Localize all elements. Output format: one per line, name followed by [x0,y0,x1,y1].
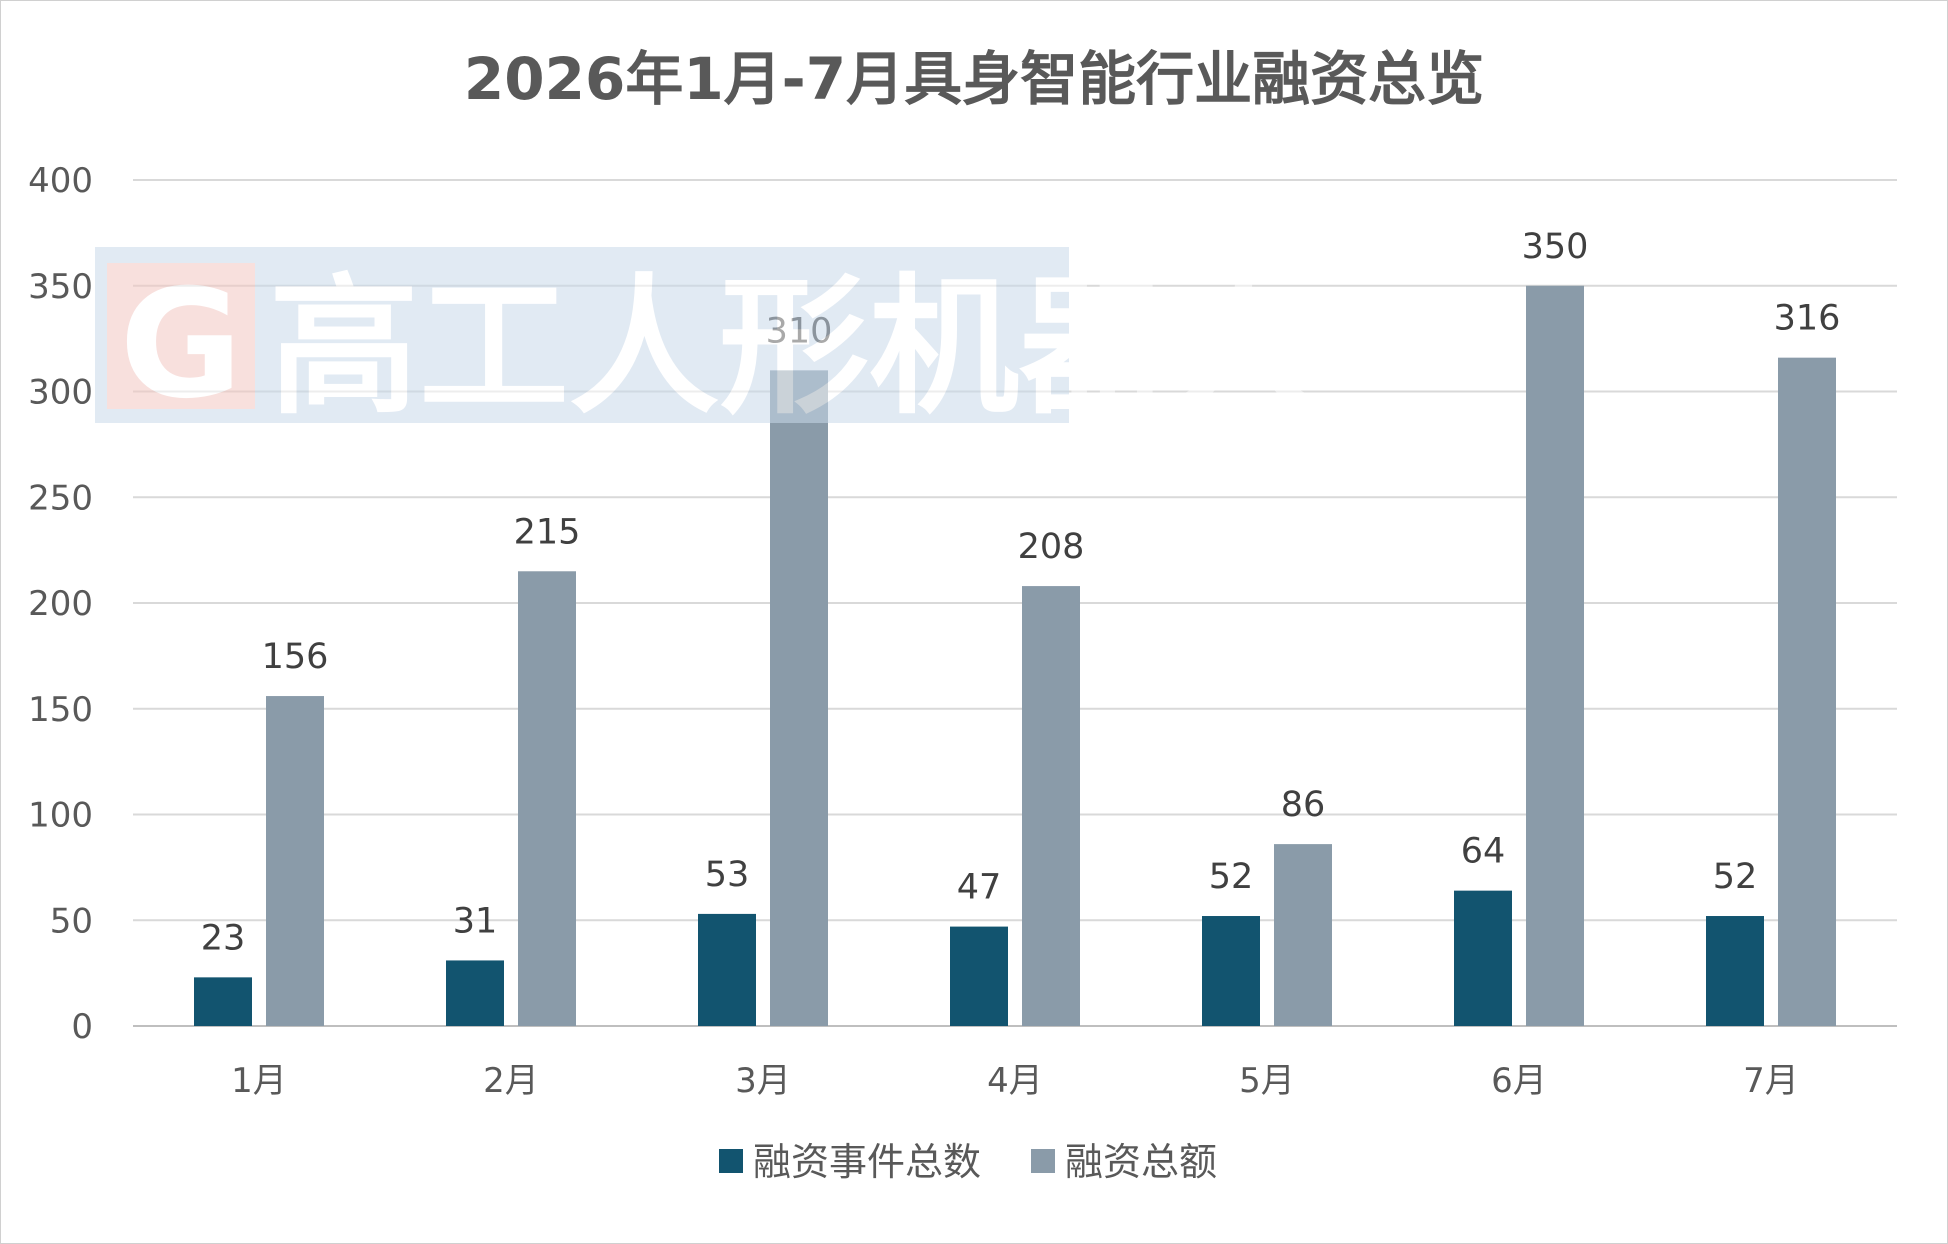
data-label: 86 [1281,785,1326,825]
bar [698,913,756,1026]
data-label: 23 [201,918,246,958]
y-tick-label: 250 [28,478,93,518]
bar [1454,890,1512,1026]
data-label: 350 [1522,227,1589,267]
x-tick-label: 5月 [1239,1061,1295,1101]
y-tick-label: 200 [28,584,93,624]
bar [1022,586,1080,1026]
y-tick-label: 0 [71,1007,93,1047]
y-tick-label: 400 [28,161,93,201]
watermark-band [95,247,1069,423]
bar [518,571,576,1026]
legend-swatch [719,1149,743,1173]
x-tick-label: 7月 [1743,1061,1799,1101]
data-label: 52 [1713,857,1758,897]
bar [1202,916,1260,1026]
legend: 融资事件总数 融资总额 [719,1140,1217,1184]
bar [1778,357,1836,1026]
data-label: 156 [262,637,329,677]
x-tick-label: 1月 [231,1061,287,1101]
bars [194,285,1836,1027]
y-tick-label: 350 [28,267,93,307]
bar [446,960,504,1026]
x-tick-label: 2月 [483,1061,539,1101]
data-label: 31 [453,901,498,941]
data-label: 52 [1209,857,1254,897]
legend-label: 融资事件总数 [753,1140,981,1184]
watermark: G 高工人形机器人 [95,247,1319,435]
y-tick-label: 100 [28,796,93,836]
bar [1706,916,1764,1026]
x-tick-label: 3月 [735,1061,791,1101]
bar [770,370,828,1027]
data-label: 47 [957,868,1002,908]
watermark-text: 高工人形机器人 [269,261,1319,435]
bar [194,977,252,1026]
watermark-logo-box [107,263,255,409]
x-axis-ticks: 1月 2月 3月 4月 5月 6月 7月 [231,1061,1799,1101]
legend-swatch [1031,1149,1055,1173]
chart-title: 2026年1月-7月具身智能行业融资总览 [464,45,1484,113]
bar [266,696,324,1026]
data-label: 53 [705,855,750,895]
x-tick-label: 6月 [1491,1061,1547,1101]
data-label: 215 [514,512,581,552]
legend-label: 融资总额 [1065,1140,1217,1184]
bar [950,926,1008,1026]
bar [1526,285,1584,1026]
bar [1274,844,1332,1026]
y-tick-label: 50 [50,901,93,941]
data-label: 316 [1774,299,1841,339]
y-tick-label: 150 [28,690,93,730]
data-label: 64 [1461,832,1506,872]
watermark-logo-letter: G [119,258,242,432]
data-label: 208 [1018,527,1085,567]
x-tick-label: 4月 [987,1061,1043,1101]
y-tick-label: 300 [28,373,93,413]
y-axis-ticks: 0 50 100 150 200 250 300 350 400 [28,161,93,1047]
